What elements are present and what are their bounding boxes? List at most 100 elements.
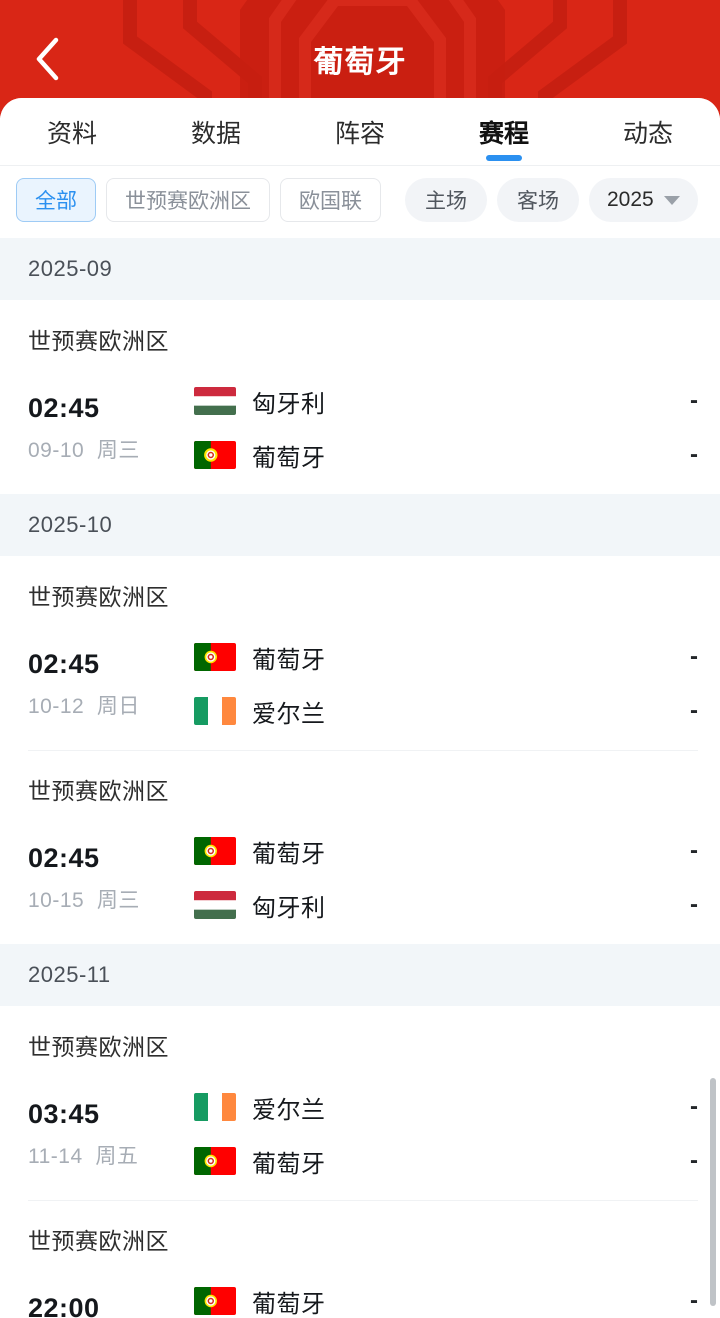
- scores-block: - -: [638, 628, 698, 740]
- team-name: 匈牙利: [252, 390, 326, 418]
- match-time: 02:45: [28, 393, 100, 424]
- match-weekday: 周三: [96, 438, 140, 462]
- month-header: 2025-09: [0, 238, 720, 300]
- filter-chip-wcq-europe[interactable]: 世预赛欧洲区: [106, 178, 270, 222]
- match-weekday: 周日: [96, 694, 140, 718]
- tab-label: 数据: [190, 119, 241, 148]
- competition-label: 世预赛欧洲区: [28, 584, 169, 610]
- away-team: 爱尔兰: [194, 694, 638, 728]
- flag-portugal-icon: [194, 1147, 236, 1175]
- tab-underline: [486, 155, 522, 161]
- teams-block: 葡萄牙 爱尔兰: [194, 628, 638, 740]
- month-label: 2025-10: [28, 512, 113, 537]
- team-name: 爱尔兰: [252, 1096, 326, 1124]
- away-score: -: [690, 697, 698, 724]
- tab-label: 动态: [622, 119, 673, 148]
- match-date-value: 09-10: [28, 438, 85, 462]
- away-score: -: [690, 1147, 698, 1174]
- match-date: 10-12 周日: [28, 690, 194, 720]
- filter-chip-home[interactable]: 主场: [405, 178, 487, 222]
- match-date-value: 11-14: [28, 1144, 83, 1168]
- match-time: 22:00: [28, 1293, 100, 1318]
- home-score: -: [690, 1093, 698, 1120]
- flag-hungary-icon: [194, 891, 236, 919]
- tab-label: 资料: [46, 119, 97, 148]
- flag-hungary-icon: [194, 387, 236, 415]
- home-score: -: [690, 1287, 698, 1314]
- chevron-left-icon: [36, 37, 59, 81]
- match-date: 11-14 周五: [28, 1140, 194, 1170]
- away-team: 葡萄牙: [194, 438, 638, 472]
- chip-label: 欧国联: [299, 190, 362, 213]
- back-button[interactable]: [20, 31, 76, 87]
- flag-portugal-icon: [194, 1287, 236, 1315]
- match-date-value: 10-15: [28, 888, 85, 912]
- flag-ireland-icon: [194, 1093, 236, 1121]
- match-date: 10-15 周三: [28, 884, 194, 914]
- away-score: -: [690, 441, 698, 468]
- tab-shuju[interactable]: 数据: [144, 98, 288, 165]
- tab-dongtai[interactable]: 动态: [576, 98, 720, 165]
- match-time-block: 03:45 11-14 周五: [28, 1078, 194, 1190]
- filter-chip-nations-league[interactable]: 欧国联: [280, 178, 381, 222]
- home-score: -: [690, 837, 698, 864]
- month-header: 2025-10: [0, 494, 720, 556]
- teams-block: 葡萄牙 匈牙利: [194, 822, 638, 934]
- match-weekday: 周五: [95, 1144, 139, 1168]
- match-time-block: 02:45 10-12 周日: [28, 628, 194, 740]
- filter-chip-all[interactable]: 全部: [16, 178, 96, 222]
- away-team: 匈牙利: [194, 888, 638, 922]
- competition-label: 世预赛欧洲区: [28, 1228, 169, 1254]
- team-name: 葡萄牙: [252, 444, 326, 472]
- season-select[interactable]: 2025: [589, 178, 698, 222]
- schedule-list[interactable]: 2025-09 世预赛欧洲区 02:45 09-10 周三: [0, 238, 720, 1318]
- flag-ireland-icon: [194, 697, 236, 725]
- vertical-scrollbar[interactable]: [710, 1078, 716, 1306]
- tab-label: 赛程: [478, 119, 529, 148]
- month-label: 2025-09: [28, 256, 113, 281]
- match-time: 02:45: [28, 843, 100, 874]
- chip-label: 客场: [517, 190, 559, 213]
- away-team: 葡萄牙: [194, 1144, 638, 1178]
- scores-block: - -: [638, 1272, 698, 1318]
- home-team: 葡萄牙: [194, 834, 638, 868]
- home-score: -: [690, 643, 698, 670]
- teams-block: 匈牙利 葡萄牙: [194, 372, 638, 484]
- team-name: 匈牙利: [252, 894, 326, 922]
- tab-label: 阵容: [334, 119, 385, 148]
- match-row[interactable]: 世预赛欧洲区 02:45 10-15 周三 葡萄牙: [0, 750, 720, 944]
- tab-zhenrong[interactable]: 阵容: [288, 98, 432, 165]
- flag-portugal-icon: [194, 441, 236, 469]
- teams-block: 葡萄牙 亚美尼亚: [194, 1272, 638, 1318]
- match-row[interactable]: 世预赛欧洲区 22:00 11-16 周日 葡萄牙: [0, 1200, 720, 1318]
- flag-portugal-icon: [194, 837, 236, 865]
- home-team: 爱尔兰: [194, 1090, 638, 1124]
- home-team: 葡萄牙: [194, 640, 638, 674]
- match-row[interactable]: 世预赛欧洲区 02:45 10-12 周日 葡萄牙: [0, 556, 720, 750]
- chip-label: 主场: [425, 190, 467, 213]
- filter-bar: 全部 世预赛欧洲区 欧国联 主场 客场 2025: [0, 166, 720, 236]
- competition-label: 世预赛欧洲区: [28, 1034, 169, 1060]
- scores-block: - -: [638, 1078, 698, 1190]
- match-time-block: 22:00 11-16 周日: [28, 1272, 194, 1318]
- tab-saicheng[interactable]: 赛程: [432, 98, 576, 165]
- month-label: 2025-11: [28, 962, 111, 987]
- match-date-value: 10-12: [28, 694, 85, 718]
- flag-portugal-icon: [194, 643, 236, 671]
- team-name: 爱尔兰: [252, 700, 326, 728]
- scores-block: - -: [638, 822, 698, 934]
- team-name: 葡萄牙: [252, 840, 326, 868]
- page-title: 葡萄牙: [313, 46, 407, 79]
- team-name: 葡萄牙: [252, 1290, 326, 1318]
- match-row[interactable]: 世预赛欧洲区 02:45 09-10 周三 匈牙利: [0, 300, 720, 494]
- home-team: 匈牙利: [194, 384, 638, 418]
- match-row[interactable]: 世预赛欧洲区 03:45 11-14 周五 爱尔兰: [0, 1006, 720, 1200]
- home-team: 葡萄牙: [194, 1284, 638, 1318]
- content-sheet: 资料 数据 阵容 赛程 动态 全部: [0, 98, 720, 1318]
- chevron-down-icon: [663, 195, 680, 205]
- match-date: 09-10 周三: [28, 434, 194, 464]
- tab-ziliao[interactable]: 资料: [0, 98, 144, 165]
- filter-chip-away[interactable]: 客场: [497, 178, 579, 222]
- chip-label: 世预赛欧洲区: [125, 190, 251, 213]
- away-score: -: [690, 891, 698, 918]
